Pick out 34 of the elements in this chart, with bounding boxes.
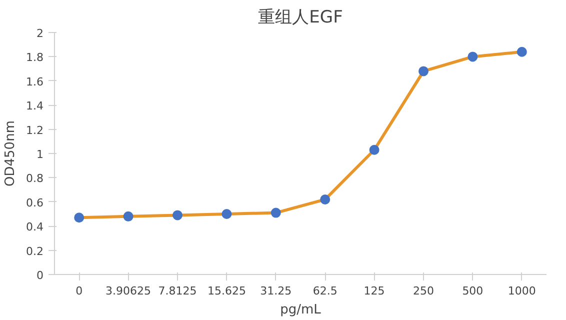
x-tick-label: 125 [364,284,385,298]
y-tick-label: 0 [36,269,44,282]
point [74,212,84,223]
y-axis-title: OD450nm [3,120,18,186]
y-tick-label: 1.6 [26,75,44,88]
y-tick-label: 0.6 [26,196,44,210]
x-tick-label: 1000 [508,284,536,298]
point [222,209,232,219]
y-tick-label: 0.2 [26,244,44,258]
x-tick-label: 7.8125 [158,284,197,298]
point [468,52,478,62]
point [123,211,134,222]
point [172,210,182,220]
point [270,208,281,218]
x-tick-label: 62.5 [312,284,338,298]
y-tick-label: 1.8 [26,51,44,64]
x-tick-label: 3.90625 [106,284,152,298]
y-tick-label: 0.4 [26,220,44,234]
y-tick-label: 1.4 [26,100,44,113]
point [320,194,330,204]
point [369,144,380,155]
y-tick-label: 1 [36,148,44,161]
x-tick-label: 15.625 [207,284,246,298]
x-tick-label: 0 [76,284,83,298]
x-tick-label: 500 [462,284,484,298]
y-tick-label: 1.2 [26,124,44,137]
y-tick-label: 2 [36,27,44,40]
y-tick-label: 0.8 [26,172,44,186]
x-tick-label: 31.25 [260,284,292,298]
point [418,66,428,76]
point [516,46,527,57]
chart-title: 重组人EGF [258,8,343,28]
x-axis-title: pg/mL [280,302,322,318]
x-tick-label: 250 [413,284,434,298]
